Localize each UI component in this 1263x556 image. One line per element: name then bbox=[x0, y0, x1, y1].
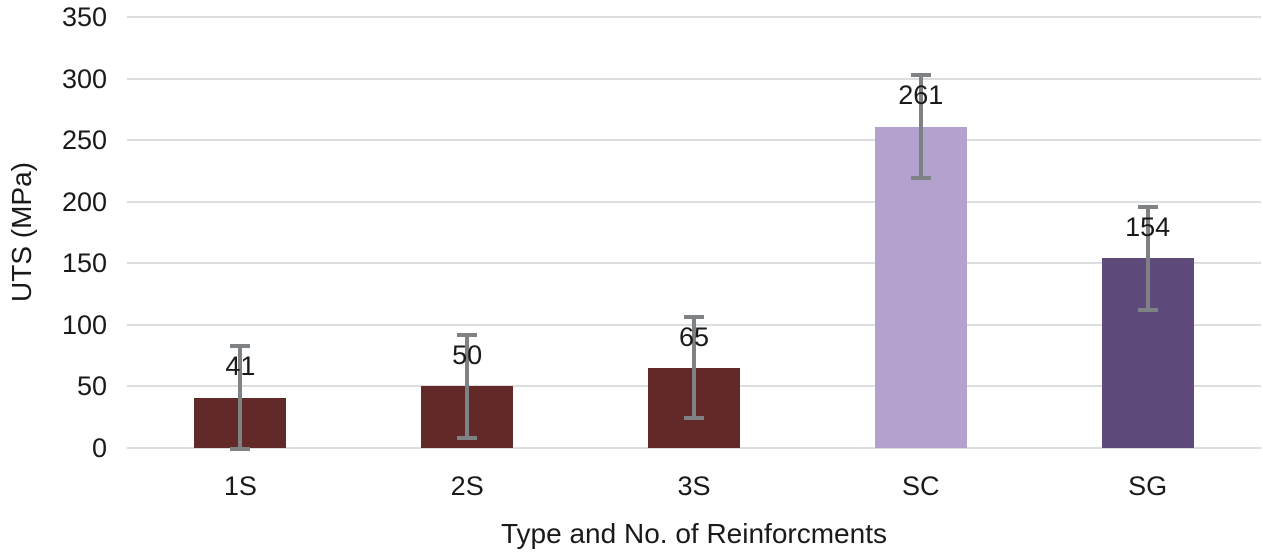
error-bar-cap-bottom bbox=[457, 436, 478, 441]
x-axis-title: Type and No. of Reinforcments bbox=[501, 518, 887, 549]
gridline bbox=[127, 77, 1261, 80]
error-bar-cap-bottom bbox=[230, 447, 251, 452]
y-tick-label: 200 bbox=[61, 186, 107, 217]
y-tick-label: 250 bbox=[61, 125, 107, 156]
y-tick-label: 300 bbox=[61, 63, 107, 94]
data-label: 50 bbox=[452, 339, 483, 370]
y-tick-label: 100 bbox=[61, 309, 107, 340]
x-tick-label: 3S bbox=[677, 471, 711, 501]
data-label: 261 bbox=[898, 79, 944, 110]
y-tick-label: 0 bbox=[91, 433, 107, 463]
gridline bbox=[127, 200, 1261, 203]
gridline bbox=[127, 139, 1261, 142]
data-label: 154 bbox=[1125, 211, 1171, 242]
x-tick-label: 2S bbox=[450, 471, 484, 501]
gridline bbox=[127, 262, 1261, 265]
y-tick-label: 50 bbox=[76, 371, 107, 402]
gridline bbox=[127, 16, 1261, 18]
data-label: 41 bbox=[225, 350, 256, 381]
error-bar-line bbox=[465, 334, 470, 439]
error-bar-cap-top bbox=[230, 343, 251, 348]
y-tick-label: 350 bbox=[61, 2, 107, 32]
error-bar-cap-top bbox=[684, 315, 704, 320]
x-tick-label: SC bbox=[902, 471, 940, 501]
error-bar-line bbox=[238, 345, 243, 450]
x-tick-label: SG bbox=[1128, 471, 1168, 501]
error-bar-cap-bottom bbox=[910, 176, 931, 181]
error-bar-cap-top bbox=[910, 72, 931, 77]
error-bar-line bbox=[692, 317, 696, 419]
error-bar-line bbox=[918, 74, 923, 179]
x-tick-label: 1S bbox=[223, 471, 257, 501]
error-bar-cap-top bbox=[457, 332, 478, 337]
error-bar-cap-bottom bbox=[684, 416, 704, 421]
y-axis-title: UTS (MPa) bbox=[6, 162, 37, 302]
gridline bbox=[127, 447, 1261, 449]
error-bar-cap-top bbox=[1137, 204, 1158, 209]
error-bar-cap-bottom bbox=[1137, 308, 1158, 313]
error-bar-line bbox=[1145, 206, 1150, 311]
data-label: 65 bbox=[678, 322, 710, 353]
y-tick-label: 150 bbox=[61, 248, 107, 279]
